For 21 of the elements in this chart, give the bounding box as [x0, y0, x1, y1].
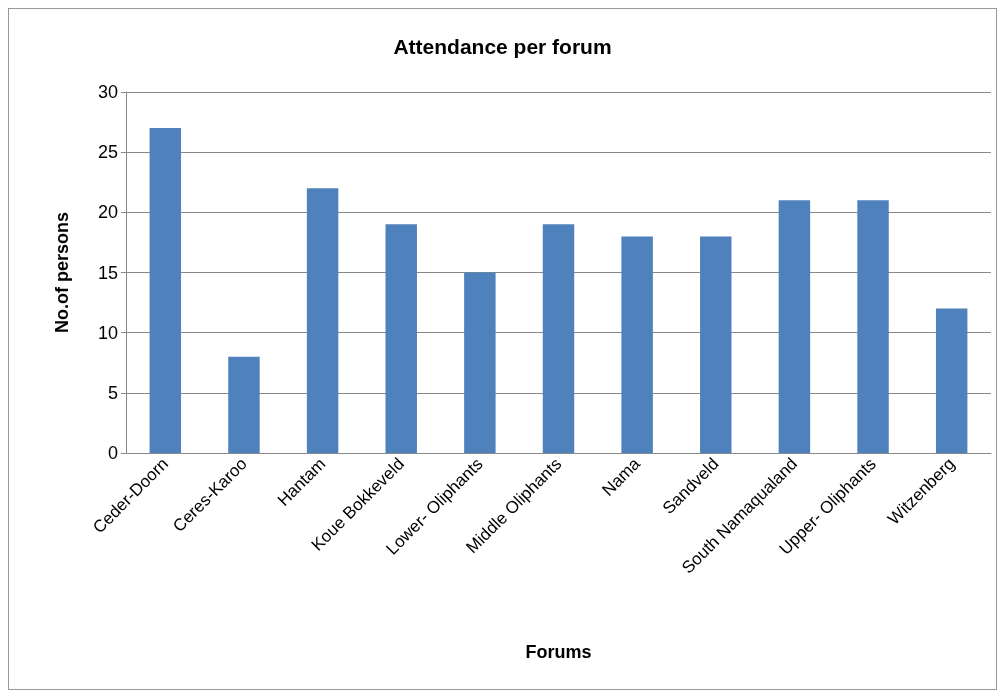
bar [149, 128, 182, 453]
y-tick-label: 10 [97, 322, 118, 343]
y-tick-label: 15 [97, 262, 118, 283]
bar [621, 236, 653, 453]
y-axis-title: No.of persons [52, 211, 72, 334]
y-tick-label: 5 [107, 382, 118, 403]
bar [464, 272, 496, 453]
y-tick-label: 25 [97, 142, 118, 163]
bar [778, 200, 811, 453]
bar [935, 308, 968, 453]
y-tick-label: 0 [107, 443, 118, 463]
x-axis-title: Forums [525, 642, 592, 662]
bar [542, 224, 575, 453]
bar [857, 200, 889, 453]
bar [306, 188, 339, 453]
bar [700, 236, 732, 453]
bar [228, 356, 260, 453]
y-tick-label: 20 [97, 202, 118, 223]
y-tick-label: 30 [97, 82, 118, 102]
bar [385, 224, 417, 453]
chart-title: Attendance per forum [393, 35, 612, 58]
